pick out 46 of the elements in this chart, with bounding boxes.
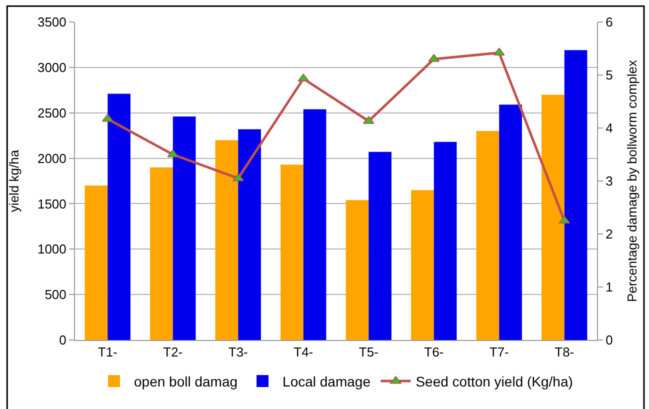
y-tick-label: 1000 xyxy=(37,242,66,257)
x-tick-label: T2- xyxy=(163,344,183,360)
x-tick-label: T7- xyxy=(489,344,509,360)
y-tick-label: 2000 xyxy=(37,150,66,166)
bar xyxy=(215,140,238,340)
bar xyxy=(542,94,564,340)
y2-axis-title: Percentage damage by bollworm complex xyxy=(624,59,640,302)
x-tick-label: T6- xyxy=(424,344,444,360)
x-tick-label: T1- xyxy=(98,344,118,360)
y2-tick-label: 5 xyxy=(606,68,613,83)
y-tick-label: 1500 xyxy=(37,196,66,212)
y-tick-label: 3000 xyxy=(37,60,66,75)
bar xyxy=(476,131,500,340)
x-tick-label: T4- xyxy=(294,344,314,360)
bar xyxy=(238,129,261,340)
bar xyxy=(368,152,392,340)
y-tick-label: 3500 xyxy=(37,14,66,30)
point xyxy=(102,114,114,122)
legend-label: Local damage xyxy=(282,374,371,390)
y2-tick-label: 1 xyxy=(606,280,613,295)
y-tick-label: 2500 xyxy=(37,105,66,120)
x-tick-label: T3- xyxy=(228,344,248,360)
bar xyxy=(150,167,173,340)
bar xyxy=(434,142,457,340)
point xyxy=(232,173,244,182)
bar xyxy=(108,94,130,340)
y-tick-label: 500 xyxy=(44,287,66,302)
y2-tick-label: 6 xyxy=(606,14,613,30)
bar xyxy=(499,104,522,340)
bar xyxy=(303,109,326,340)
y-tick-label: 0 xyxy=(59,332,66,348)
y2-tick-label: 4 xyxy=(606,120,613,136)
bar xyxy=(346,200,369,340)
bar xyxy=(280,164,304,340)
bar xyxy=(172,116,196,340)
x-tick-label: T8- xyxy=(554,344,574,360)
legend-label: open boll damag xyxy=(134,374,238,390)
y2-tick-label: 0 xyxy=(606,332,613,348)
bar xyxy=(84,186,108,340)
legend-label: Seed cotton yield (Kg/ha) xyxy=(416,374,573,390)
bar xyxy=(564,50,588,340)
x-tick-label: T5- xyxy=(358,344,378,360)
y-axis-title: yield kg/ha xyxy=(6,149,22,212)
y2-tick-label: 2 xyxy=(606,226,613,242)
bar xyxy=(411,190,434,340)
y2-tick-label: 3 xyxy=(606,174,613,189)
